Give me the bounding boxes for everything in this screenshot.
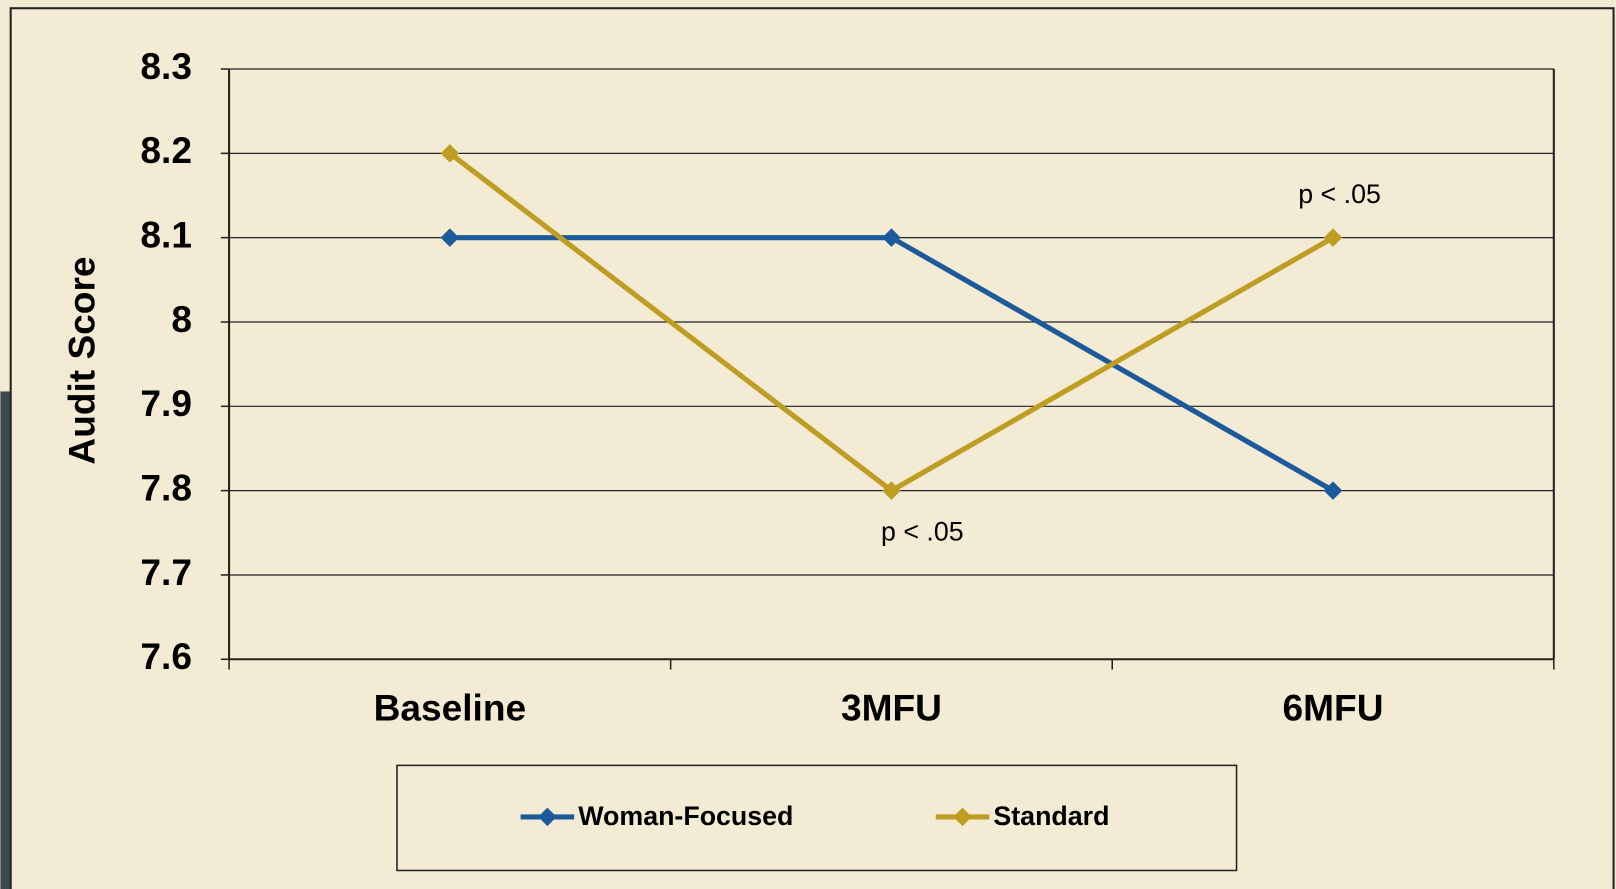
y-tick-label: 7.6 — [140, 635, 192, 677]
legend-box — [396, 764, 1238, 872]
x-tick-label: 3MFU — [841, 687, 942, 729]
y-tick-label: 8.1 — [140, 213, 192, 255]
legend-marker — [953, 807, 972, 827]
y-tick-label: 8.3 — [140, 45, 192, 87]
annotation: p < .05 — [1298, 179, 1381, 209]
marker — [882, 228, 901, 247]
y-tick-label: 7.8 — [140, 466, 192, 508]
y-axis-label: Audit Score — [61, 257, 103, 465]
image-edge — [0, 391, 11, 889]
x-tick-label: Baseline — [374, 687, 527, 729]
annotation: p < .05 — [881, 517, 964, 547]
y-tick-label: 7.9 — [140, 382, 192, 424]
chart-frame — [9, 7, 1615, 889]
y-tick-label: 8.2 — [140, 129, 192, 171]
x-tick-label: 6MFU — [1283, 687, 1384, 729]
y-tick-label: 8 — [171, 298, 192, 340]
legend-label: Standard — [993, 801, 1109, 831]
y-tick-label: 7.7 — [140, 551, 192, 593]
legend-label: Woman-Focused — [578, 801, 793, 831]
